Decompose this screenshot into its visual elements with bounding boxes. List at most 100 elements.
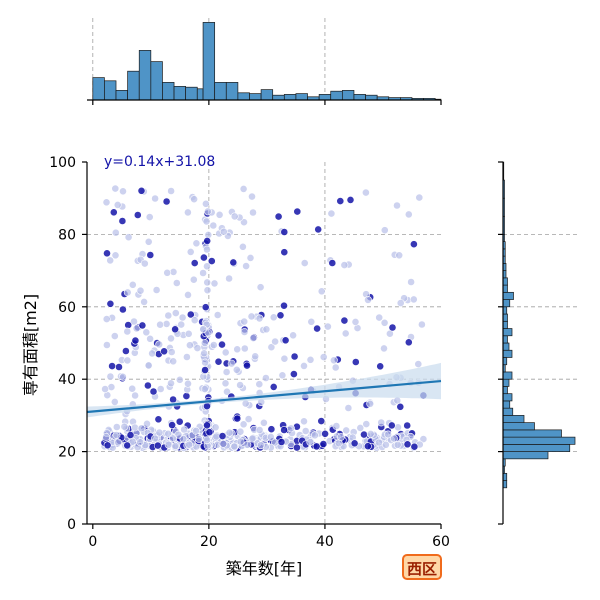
scatter-point [152, 286, 161, 294]
scatter-point [317, 417, 326, 425]
scatter-point [340, 316, 349, 325]
histx-bar [353, 94, 366, 101]
scatter-point [164, 440, 173, 449]
scatter-point [102, 198, 111, 207]
x-tick-label: 20 [200, 534, 218, 550]
district-badge: 西区 [402, 554, 442, 580]
scatter-point [414, 360, 423, 368]
scatter-point [201, 199, 210, 208]
scatter-point [142, 328, 151, 337]
scatter-point [192, 426, 200, 435]
scatter-point [123, 356, 132, 365]
scatter-point [396, 402, 405, 411]
scatter-point [419, 435, 428, 443]
scatter-point [106, 299, 115, 308]
scatter-point [276, 311, 285, 320]
histy-bar [502, 342, 510, 351]
scatter-point [149, 387, 158, 396]
scatter-point [278, 371, 287, 380]
scatter-point [287, 424, 295, 433]
scatter-point [215, 210, 224, 219]
scatter-point [203, 236, 212, 245]
histx-bar [318, 94, 332, 101]
scatter-point [306, 438, 315, 446]
scatter-point [300, 259, 309, 267]
histx-bar [92, 77, 105, 101]
scatter-point [280, 301, 288, 310]
histx-bar [237, 92, 250, 101]
scatter-point [375, 438, 383, 447]
scatter-point [164, 311, 173, 320]
scatter-point [329, 356, 338, 365]
scatter-point [289, 331, 297, 340]
histx-bar [249, 93, 262, 101]
scatter-point [137, 424, 146, 433]
scatter-point [404, 210, 413, 219]
scatter-point [404, 338, 413, 347]
scatter-point [211, 423, 220, 432]
scatter-point [151, 434, 159, 443]
y-tick-label: 40 [58, 372, 76, 388]
scatter-point [169, 357, 178, 366]
scatter-point [225, 428, 234, 437]
scatter-point [384, 430, 392, 439]
scatter-point [190, 195, 198, 204]
scatter-point [111, 228, 120, 237]
scatter-point [261, 374, 270, 382]
scatter-point [280, 228, 289, 236]
y-tick-label: 100 [49, 155, 76, 171]
histy-bar [502, 378, 510, 387]
scatter-point [146, 251, 155, 259]
scatter-point [201, 366, 209, 374]
scatter-point [207, 257, 216, 265]
scatter-point [249, 334, 258, 342]
scatter-point [137, 186, 146, 195]
scatter-point [356, 423, 365, 432]
scatter-point [218, 432, 227, 440]
histy-bar [502, 277, 508, 286]
scatter-point [201, 303, 210, 312]
scatter-point [214, 357, 223, 366]
scatter-point [281, 336, 290, 345]
scatter-point [236, 437, 245, 446]
scatter-point [174, 430, 183, 439]
scatter-point [244, 415, 253, 423]
scatter-point [136, 438, 144, 447]
scatter-point [267, 343, 276, 352]
scatter-point [163, 268, 172, 277]
histx-bar [225, 82, 239, 101]
scatter-point [154, 415, 163, 424]
scatter-point [274, 212, 283, 221]
scatter-point [317, 287, 326, 296]
scatter-point [203, 278, 212, 287]
scatter-point [130, 317, 138, 326]
scatter-point [236, 381, 244, 389]
scatter-point [146, 334, 154, 343]
scatter-point [143, 419, 151, 428]
scatter-point [341, 329, 350, 338]
scatter-point [167, 348, 176, 356]
scatter-point [200, 385, 209, 393]
scatter-point [381, 440, 390, 449]
scatter-point [138, 321, 147, 330]
scatter-point [151, 194, 159, 203]
scatter-point [160, 347, 168, 356]
scatter-point [162, 319, 171, 328]
scatter-point [249, 208, 257, 217]
histx-bar [295, 93, 308, 101]
regression-line-group [86, 379, 442, 414]
scatter-point [108, 362, 116, 370]
histy-bar [502, 422, 535, 431]
scatter-point [396, 299, 405, 307]
scatter-point [114, 438, 122, 447]
scatter-point [219, 439, 228, 448]
scatter-point [172, 279, 181, 287]
x-axis-label: 築年数[年] [226, 559, 303, 578]
histy-bar [502, 320, 508, 329]
scatter-point [395, 251, 404, 260]
scatter-point [328, 259, 337, 267]
scatter-point [214, 331, 223, 340]
scatter-point [203, 421, 211, 430]
scatter-point [364, 295, 372, 304]
regression-equation: y=0.14x+31.08 [104, 154, 215, 170]
